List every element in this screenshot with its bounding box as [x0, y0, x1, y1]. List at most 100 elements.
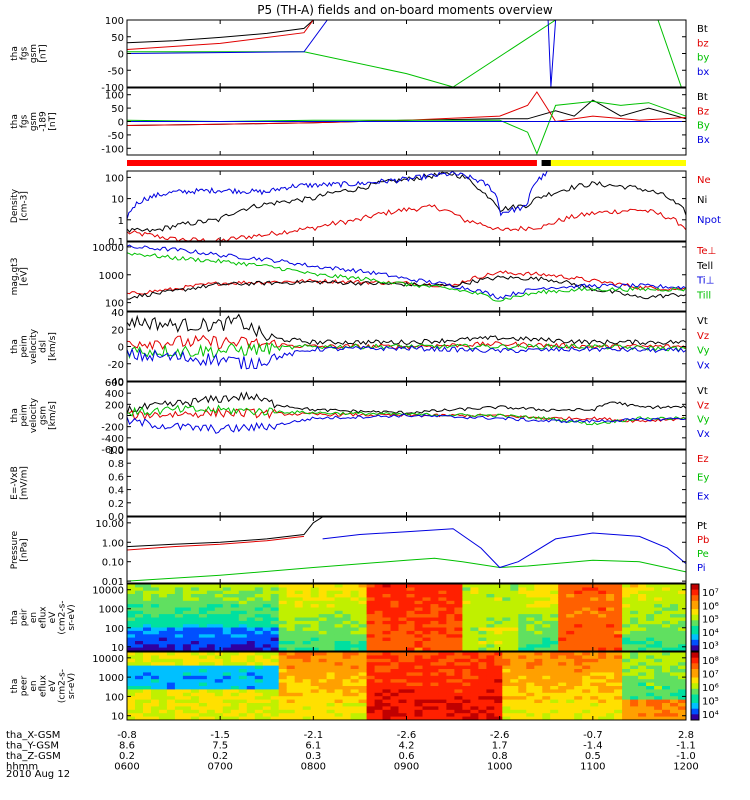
- heatmap-cell: [422, 607, 431, 612]
- heatmap-cell: [135, 607, 144, 612]
- heatmap-cell: [390, 610, 399, 615]
- heatmap-cell: [598, 696, 607, 701]
- heatmap-cell: [630, 607, 639, 612]
- heatmap-cell: [638, 652, 647, 656]
- heatmap-cell: [190, 587, 200, 592]
- heatmap-cell: [502, 709, 511, 714]
- heatmap-cell: [310, 665, 320, 670]
- heatmap-cell: [574, 594, 583, 598]
- heatmap-cell: [382, 652, 391, 656]
- heatmap-cell: [238, 658, 248, 663]
- heatmap-cell: [438, 689, 447, 694]
- heatmap-cell: [558, 652, 567, 656]
- heatmap-cell: [534, 604, 543, 608]
- heatmap-cell: [430, 665, 439, 670]
- heatmap-cell: [366, 614, 376, 618]
- heatmap-cell: [662, 713, 671, 718]
- heatmap-cell: [127, 703, 136, 707]
- heatmap-cell: [454, 617, 463, 622]
- heatmap-cell: [278, 604, 288, 608]
- heatmap-cell: [390, 624, 399, 629]
- heatmap-cell: [678, 692, 687, 697]
- time-row-value: 1.7: [492, 741, 508, 752]
- heatmap-cell: [334, 692, 344, 697]
- heatmap-cell: [566, 610, 575, 615]
- colorbar-cell: [691, 595, 699, 599]
- y-tick-label: 400: [105, 389, 124, 400]
- heatmap-cell: [574, 682, 583, 687]
- heatmap-cell: [254, 590, 264, 595]
- heatmap-cell: [590, 665, 599, 670]
- heatmap-cell: [638, 682, 647, 687]
- heatmap-cell: [127, 597, 136, 602]
- heatmap-cell: [614, 590, 623, 595]
- heatmap-cell: [454, 672, 463, 677]
- heatmap-cell: [622, 607, 631, 612]
- heatmap-cell: [318, 590, 328, 595]
- heatmap-cell: [286, 669, 296, 673]
- heatmap-cell: [670, 706, 679, 711]
- heatmap-cell: [238, 604, 248, 608]
- heatmap-cell: [382, 627, 391, 632]
- heatmap-cell: [654, 665, 663, 670]
- heatmap-cell: [430, 584, 439, 588]
- heatmap-cell: [606, 587, 615, 592]
- heatmap-cell: [582, 662, 591, 667]
- heatmap-cell: [198, 686, 208, 690]
- heatmap-cell: [190, 682, 200, 687]
- heatmap-cell: [302, 699, 312, 704]
- heatmap-cell: [430, 634, 439, 639]
- heatmap-cell: [510, 620, 519, 625]
- heatmap-cell: [462, 641, 471, 645]
- heatmap-cell: [374, 584, 384, 588]
- heatmap-cell: [430, 610, 439, 615]
- heatmap-cell: [270, 627, 280, 632]
- heatmap-cell: [646, 703, 655, 707]
- heatmap-cell: [502, 716, 511, 721]
- heatmap-cell: [390, 696, 399, 701]
- heatmap-cell: [358, 627, 368, 632]
- panel-frame: [126, 19, 687, 88]
- heatmap-cell: [254, 647, 264, 652]
- heatmap-cell: [438, 587, 447, 592]
- heatmap-cell: [670, 658, 679, 663]
- heatmap-cell: [510, 652, 519, 656]
- heatmap-cell: [438, 692, 447, 697]
- heatmap-cell: [470, 699, 479, 704]
- heatmap-cell: [630, 604, 639, 608]
- heatmap-cell: [182, 679, 192, 684]
- colorbar-tick-label: 10⁸: [702, 656, 719, 667]
- heatmap-cell: [390, 679, 399, 684]
- heatmap-cell: [526, 679, 535, 684]
- heatmap-cell: [558, 610, 567, 615]
- heatmap-cell: [350, 652, 360, 656]
- heatmap-cell: [646, 692, 655, 697]
- heatmap-cell: [662, 647, 671, 652]
- heatmap-cell: [534, 587, 543, 592]
- heatmap-cell: [630, 692, 639, 697]
- heatmap-cell: [654, 706, 663, 711]
- heatmap-cell: [206, 658, 216, 663]
- heatmap-cell: [174, 587, 184, 592]
- heatmap-cell: [214, 607, 224, 612]
- heatmap-cell: [518, 665, 527, 670]
- heatmap-cell: [342, 696, 352, 701]
- heatmap-cell: [606, 669, 615, 673]
- heatmap-cell: [246, 706, 256, 711]
- heatmap-cell: [534, 594, 543, 598]
- heatmap-cell: [350, 641, 360, 645]
- heatmap-cell: [486, 637, 495, 642]
- heatmap-cell: [230, 617, 240, 622]
- heatmap-cell: [574, 675, 583, 680]
- heatmap-cell: [406, 604, 415, 608]
- heatmap-cell: [238, 665, 248, 670]
- y-axis-label: peir: [20, 608, 30, 626]
- heatmap-cell: [454, 655, 463, 660]
- heatmap-cell: [454, 627, 463, 632]
- heatmap-cell: [614, 634, 623, 639]
- heatmap-cell: [558, 658, 567, 663]
- heatmap-cell: [135, 696, 144, 701]
- heatmap-cell: [486, 699, 495, 704]
